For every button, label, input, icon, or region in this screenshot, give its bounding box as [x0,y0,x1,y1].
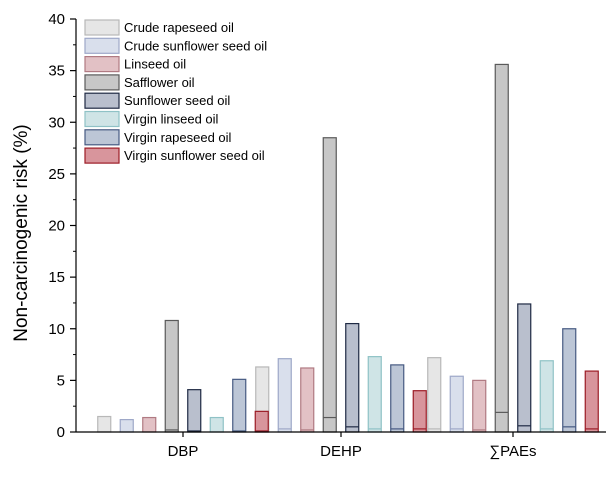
y-axis-title: Non-carcinogenic risk (%) [11,124,32,342]
x-category-label: DEHP [320,443,362,460]
legend-swatch [84,147,120,164]
legend-label: Crude sunflower seed oil [124,38,267,53]
bar [427,357,442,433]
y-tick-label: 30 [48,114,65,131]
y-tick-label: 5 [57,372,65,389]
bar [584,370,599,433]
legend-swatch [84,74,120,91]
legend-label: Safflower oil [124,75,195,90]
bar [367,356,382,433]
bar [187,389,202,433]
bar [254,410,269,433]
bar [119,419,134,433]
y-tick-label: 0 [57,424,65,441]
legend-label: Crude rapeseed oil [124,20,234,35]
x-category-label: DBP [168,443,199,460]
y-tick-label: 10 [48,321,65,338]
bar [345,322,360,433]
legend-swatch [84,19,120,36]
y-tick-label: 25 [48,166,65,183]
legend-swatch [84,55,120,73]
bar [97,415,112,433]
bar [277,358,292,433]
y-tick-label: 15 [48,269,65,286]
y-tick-label: 35 [48,63,65,80]
y-tick-label: 40 [48,11,65,28]
legend-swatch [84,129,120,146]
bar [142,416,157,433]
bar [390,364,405,433]
legend-swatch [84,92,120,109]
bar [449,375,464,433]
bar [562,328,577,433]
bar [412,390,427,433]
legend-label: Virgin rapeseed oil [124,130,232,145]
bar [232,378,247,433]
bars-layer [97,63,599,433]
legend-swatch [84,110,120,128]
legend-label: Sunflower seed oil [124,93,230,108]
legend-swatch [84,37,120,54]
legend: Crude rapeseed oil Crude sunflower seed o… [84,19,267,164]
bar [300,367,315,433]
bar [472,379,487,433]
bar [209,416,224,433]
legend-label: Virgin linseed oil [124,112,219,127]
legend-label: Linseed oil [124,57,186,72]
bar [539,360,554,433]
bar [322,137,337,433]
bar [494,63,509,433]
bar [517,303,532,433]
axes-layer: 0 5 10 15 20 25 30 35 40 DBP DEHP ∑PAEs [48,11,606,460]
y-tick-label: 20 [48,218,65,235]
legend-label: Virgin sunflower seed oil [124,148,265,163]
x-category-label: ∑PAEs [489,443,536,460]
bar [164,319,179,433]
